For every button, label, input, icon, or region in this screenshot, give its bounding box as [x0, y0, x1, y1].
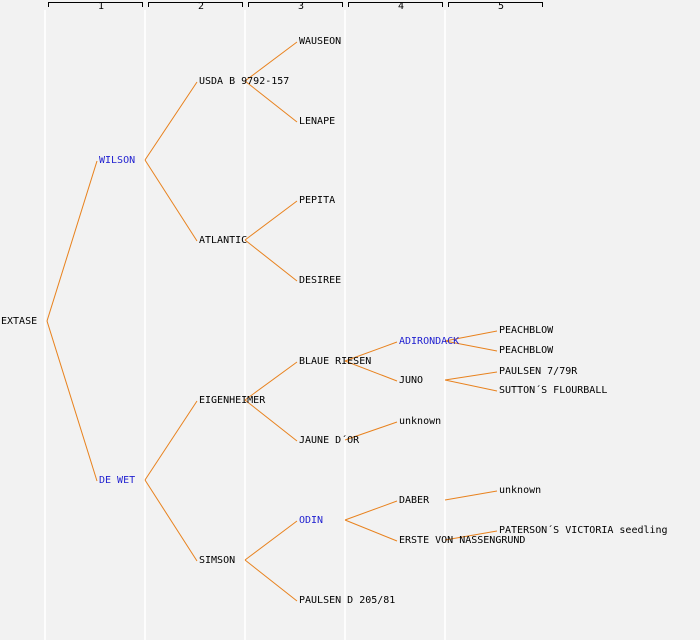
- generation-ruler-bracket-2: [148, 2, 243, 7]
- pedigree-edge-eigenheimer--jaune_dor: [244, 399, 298, 442]
- pedigree-edge-usda_b_9792_157--lenape: [244, 80, 298, 123]
- pedigree-edge-erste_von_nassengrund--paterson_victoria: [444, 530, 498, 541]
- tree-node-wauseon: WAUSEON: [299, 36, 342, 47]
- tree-node-juno: JUNO: [399, 375, 424, 386]
- tree-node-blaue_riesen: BLAUE RIESEN: [299, 356, 372, 367]
- pedigree-edge-odin--erste_von_nassengrund: [344, 519, 398, 542]
- pedigree-edge-adirondack--peachblow_1: [444, 330, 498, 342]
- pedigree-edge-daber--unknown_2: [444, 490, 498, 501]
- tree-node-paterson_victoria: PATERSON´S VICTORIA seedling: [499, 525, 668, 536]
- generation-ruler-number-1: 1: [98, 1, 105, 12]
- tree-node-daber: DABER: [399, 495, 430, 506]
- pedigree-edge-usda_b_9792_157--wauseon: [244, 41, 298, 82]
- tree-node-lenape: LENAPE: [299, 116, 336, 127]
- tree-node-wilson[interactable]: WILSON: [99, 155, 136, 166]
- tree-node-peachblow_2: PEACHBLOW: [499, 345, 554, 356]
- tree-node-simson: SIMSON: [199, 555, 236, 566]
- generation-column-line-4: [344, 10, 346, 640]
- tree-node-adirondack[interactable]: ADIRONDACK: [399, 336, 460, 347]
- tree-node-desiree: DESIREE: [299, 275, 342, 286]
- generation-column-line-5: [444, 10, 446, 640]
- pedigree-edge-de_wet--simson: [144, 479, 198, 562]
- generation-column-line-2: [144, 10, 146, 640]
- pedigree-edge-atlantic--desiree: [244, 239, 298, 282]
- tree-node-extase: EXTASE: [1, 316, 38, 327]
- tree-node-jaune_dor: JAUNE D´OR: [299, 435, 360, 446]
- tree-node-usda_b_9792_157: USDA B 9792-157: [199, 76, 290, 87]
- pedigree-edge-eigenheimer--blaue_riesen: [244, 361, 298, 401]
- generation-ruler-bracket-5: [448, 2, 543, 7]
- pedigree-edge-adirondack--peachblow_2: [444, 340, 498, 352]
- pedigree-edge-atlantic--pepita: [244, 200, 298, 241]
- tree-node-de_wet[interactable]: DE WET: [99, 475, 136, 486]
- generation-ruler-number-3: 3: [298, 1, 305, 12]
- pedigree-edge-simson--paulsen_d_205_81: [244, 559, 298, 602]
- tree-node-paulsen_d_205_81: PAULSEN D 205/81: [299, 595, 396, 606]
- generation-ruler-number-2: 2: [198, 1, 205, 12]
- pedigree-edge-jaune_dor--unknown_1: [344, 421, 398, 441]
- pedigree-edge-extase--de_wet: [46, 320, 98, 482]
- generation-ruler-number-4: 4: [398, 1, 405, 12]
- tree-node-suttons_flourball: SUTTON´S FLOURBALL: [499, 385, 608, 396]
- pedigree-edge-simson--odin: [244, 520, 298, 561]
- tree-node-peachblow_1: PEACHBLOW: [499, 325, 554, 336]
- pedigree-edge-de_wet--eigenheimer: [144, 400, 198, 481]
- tree-node-unknown_1: unknown: [399, 416, 442, 427]
- generation-column-line-3: [244, 10, 246, 640]
- pedigree-edge-blaue_riesen--adirondack: [344, 341, 398, 362]
- pedigree-edge-wilson--atlantic: [144, 159, 198, 242]
- tree-node-odin[interactable]: ODIN: [299, 515, 324, 526]
- tree-node-unknown_2: unknown: [499, 485, 542, 496]
- pedigree-edge-blaue_riesen--juno: [344, 360, 398, 382]
- pedigree-edge-odin--daber: [344, 500, 398, 521]
- pedigree-edge-juno--paulsen_7_79r: [444, 371, 498, 381]
- tree-node-pepita: PEPITA: [299, 195, 336, 206]
- pedigree-edge-extase--wilson: [46, 160, 98, 322]
- pedigree-edge-wilson--usda_b_9792_157: [144, 81, 198, 161]
- tree-node-paulsen_7_79r: PAULSEN 7/79R: [499, 366, 578, 377]
- tree-node-atlantic: ATLANTIC: [199, 235, 248, 246]
- generation-ruler-bracket-3: [248, 2, 343, 7]
- generation-ruler-bracket-4: [348, 2, 443, 7]
- tree-node-erste_von_nassengrund: ERSTE VON NASSENGRUND: [399, 535, 526, 546]
- tree-node-eigenheimer: EIGENHEIMER: [199, 395, 266, 406]
- generation-ruler-number-5: 5: [498, 1, 505, 12]
- generation-column-line-1: [44, 10, 46, 640]
- generation-ruler-bracket-1: [48, 2, 143, 7]
- pedigree-edge-juno--suttons_flourball: [444, 379, 498, 392]
